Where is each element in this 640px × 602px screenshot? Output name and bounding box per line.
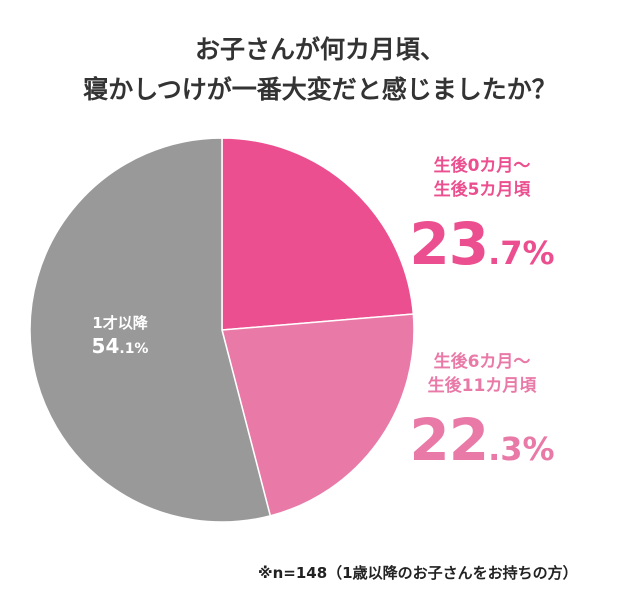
pie-slice-0 bbox=[221, 137, 415, 331]
sample-note: ※n=148（1歳以降のお子さんをお持ちの方） bbox=[258, 564, 578, 582]
pie-slice-2 bbox=[29, 137, 272, 523]
slice-label-1y: 1才以降 54.1% bbox=[91, 314, 149, 358]
slice-label-0-5m: 生後0カ月〜 生後5カ月頃 23.7% bbox=[409, 156, 555, 278]
slice-label-6-11m: 生後6カ月〜 生後11カ月頃 22.3% bbox=[409, 352, 555, 474]
pie-slice-1 bbox=[221, 313, 415, 517]
chart-title: お子さんが何カ月頃、 寝かしつけが一番大変だと感じましたか？ bbox=[83, 35, 557, 104]
